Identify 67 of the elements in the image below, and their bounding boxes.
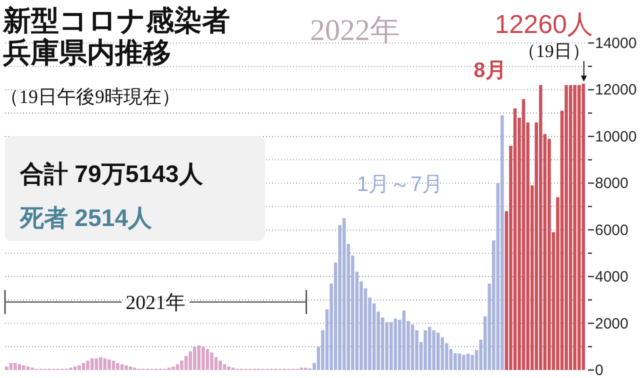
bar [454, 353, 457, 370]
y-tick-label: 10000 [595, 128, 637, 146]
bar [218, 360, 222, 370]
bar [210, 352, 214, 370]
bar [86, 360, 90, 370]
bar [103, 358, 107, 370]
bar [22, 365, 26, 370]
annotation: 1月～7月 [356, 173, 444, 196]
bar [458, 354, 462, 370]
annotation: 2022年 [310, 14, 400, 47]
annotation: （19日） [518, 41, 590, 61]
bar [402, 310, 406, 370]
annotation: 8月 [474, 59, 506, 82]
bar [389, 322, 393, 370]
annotation: 合計 79万5143人 [19, 161, 204, 188]
bar [227, 366, 230, 370]
bar [577, 85, 581, 370]
bar [9, 362, 13, 370]
bar [78, 365, 81, 370]
bar [522, 99, 526, 370]
bar [172, 366, 175, 370]
annotation: 2021年 [126, 292, 186, 314]
bar [197, 345, 201, 370]
text: 12260人 [494, 9, 594, 39]
y-tick-label: 8000 [595, 175, 628, 192]
bar [116, 362, 120, 370]
bar [428, 326, 432, 370]
bar [176, 364, 180, 370]
bar [462, 354, 466, 370]
bar [98, 357, 102, 370]
bar [466, 354, 470, 370]
bar [500, 115, 504, 370]
bar [73, 366, 77, 370]
bar [582, 84, 585, 370]
bar [112, 360, 116, 370]
annotation: 死者 2514人 [19, 205, 154, 232]
bar [424, 330, 427, 370]
bar [5, 366, 8, 370]
bar [206, 348, 210, 370]
bar [513, 108, 517, 370]
bar [14, 362, 17, 370]
bar [222, 364, 226, 370]
bar [394, 318, 398, 370]
bar [192, 346, 196, 370]
bar [124, 365, 128, 370]
bar [564, 85, 568, 370]
bar [108, 359, 111, 370]
text: （19日午後9時現在） [0, 87, 180, 108]
bar [18, 364, 22, 370]
bar [568, 85, 572, 370]
y-tick-label: 6000 [595, 222, 628, 239]
bar [410, 324, 414, 370]
y-tick-label: 2000 [595, 315, 628, 332]
y-tick-label: 4000 [595, 268, 628, 286]
y-tick-label: 12000 [595, 82, 637, 99]
bar [128, 366, 132, 370]
bar [90, 358, 94, 370]
y-tick-label: 14000 [595, 35, 637, 52]
bar [436, 332, 440, 370]
bar [342, 218, 346, 370]
bar [26, 366, 30, 370]
bar [82, 362, 86, 370]
y-tick-label: 0 [595, 362, 604, 378]
bar [573, 85, 576, 370]
bar [184, 356, 188, 370]
bar [120, 364, 124, 370]
text: 新型コロナ感染者兵庫県内推移 [2, 5, 230, 68]
